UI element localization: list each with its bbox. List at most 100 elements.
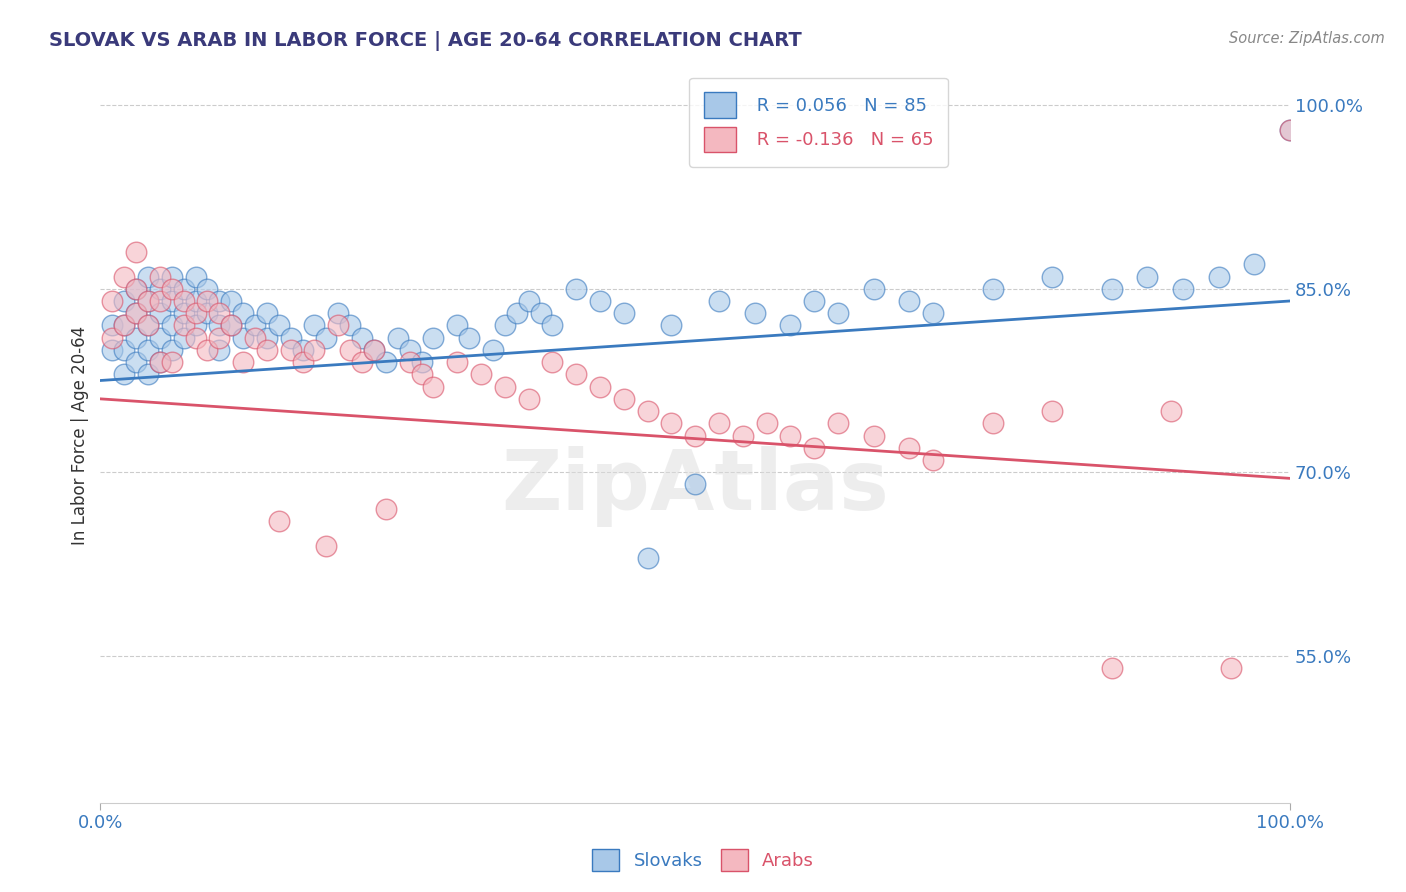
Point xyxy=(661,417,683,431)
Point xyxy=(125,306,148,320)
Point xyxy=(173,318,195,333)
Point xyxy=(339,318,361,333)
Point xyxy=(125,282,148,296)
Point xyxy=(149,355,172,369)
Point xyxy=(232,306,254,320)
Point xyxy=(136,293,159,308)
Point xyxy=(458,331,481,345)
Point xyxy=(613,392,636,406)
Point xyxy=(922,306,945,320)
Point xyxy=(339,343,361,357)
Point xyxy=(256,331,278,345)
Point xyxy=(184,269,207,284)
Point xyxy=(589,293,612,308)
Point xyxy=(160,355,183,369)
Point xyxy=(197,282,219,296)
Point xyxy=(304,343,326,357)
Point xyxy=(1243,257,1265,271)
Point xyxy=(363,343,385,357)
Point xyxy=(112,368,135,382)
Point xyxy=(494,318,516,333)
Point xyxy=(613,306,636,320)
Point xyxy=(482,343,505,357)
Point xyxy=(112,269,135,284)
Point xyxy=(243,318,266,333)
Point xyxy=(243,331,266,345)
Point xyxy=(494,379,516,393)
Point xyxy=(184,331,207,345)
Point xyxy=(506,306,529,320)
Point xyxy=(112,318,135,333)
Point xyxy=(707,417,730,431)
Point xyxy=(1279,122,1302,136)
Point xyxy=(387,331,409,345)
Point xyxy=(352,331,374,345)
Point xyxy=(184,293,207,308)
Point xyxy=(173,306,195,320)
Point xyxy=(291,343,314,357)
Point xyxy=(744,306,766,320)
Point xyxy=(173,331,195,345)
Point xyxy=(446,355,468,369)
Point xyxy=(1101,661,1123,675)
Point xyxy=(565,282,588,296)
Point xyxy=(160,343,183,357)
Point xyxy=(589,379,612,393)
Point xyxy=(1101,282,1123,296)
Point xyxy=(683,477,706,491)
Point xyxy=(565,368,588,382)
Point xyxy=(136,368,159,382)
Point xyxy=(803,441,825,455)
Point xyxy=(291,355,314,369)
Point xyxy=(755,417,778,431)
Point xyxy=(219,293,242,308)
Point xyxy=(149,282,172,296)
Point xyxy=(898,293,921,308)
Point xyxy=(125,331,148,345)
Point xyxy=(197,343,219,357)
Point xyxy=(208,306,231,320)
Point xyxy=(149,355,172,369)
Point xyxy=(149,269,172,284)
Point xyxy=(803,293,825,308)
Point xyxy=(411,368,433,382)
Y-axis label: In Labor Force | Age 20-64: In Labor Force | Age 20-64 xyxy=(72,326,89,545)
Point xyxy=(1171,282,1194,296)
Point xyxy=(374,355,396,369)
Point xyxy=(862,428,884,442)
Point xyxy=(779,318,801,333)
Point xyxy=(149,331,172,345)
Point xyxy=(541,318,564,333)
Point xyxy=(541,355,564,369)
Text: SLOVAK VS ARAB IN LABOR FORCE | AGE 20-64 CORRELATION CHART: SLOVAK VS ARAB IN LABOR FORCE | AGE 20-6… xyxy=(49,31,801,51)
Point xyxy=(101,293,124,308)
Point xyxy=(160,269,183,284)
Point xyxy=(208,343,231,357)
Point xyxy=(898,441,921,455)
Point xyxy=(160,318,183,333)
Point xyxy=(125,282,148,296)
Point xyxy=(149,306,172,320)
Point xyxy=(637,550,659,565)
Point xyxy=(398,343,420,357)
Point xyxy=(922,453,945,467)
Point xyxy=(267,514,290,528)
Point xyxy=(232,355,254,369)
Point xyxy=(280,343,302,357)
Point xyxy=(149,293,172,308)
Point xyxy=(1208,269,1230,284)
Point xyxy=(136,343,159,357)
Point xyxy=(256,343,278,357)
Point xyxy=(256,306,278,320)
Point xyxy=(101,331,124,345)
Point xyxy=(827,417,849,431)
Point xyxy=(374,502,396,516)
Point xyxy=(208,331,231,345)
Point xyxy=(529,306,551,320)
Text: Source: ZipAtlas.com: Source: ZipAtlas.com xyxy=(1229,31,1385,46)
Point xyxy=(304,318,326,333)
Point xyxy=(101,318,124,333)
Point xyxy=(112,343,135,357)
Point xyxy=(352,355,374,369)
Point xyxy=(981,282,1004,296)
